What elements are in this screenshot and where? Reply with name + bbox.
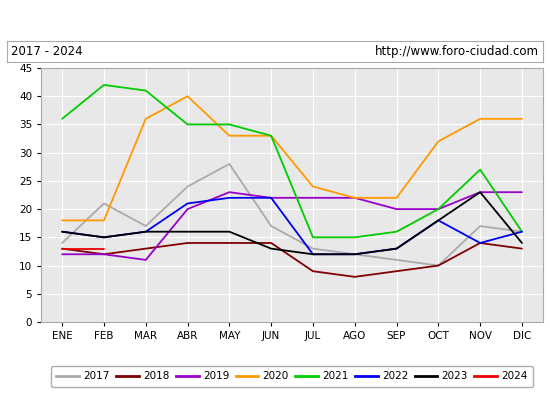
Legend: 2017, 2018, 2019, 2020, 2021, 2022, 2023, 2024: 2017, 2018, 2019, 2020, 2021, 2022, 2023… bbox=[51, 366, 533, 387]
Text: http://www.foro-ciudad.com: http://www.foro-ciudad.com bbox=[375, 45, 539, 58]
Text: 2017 - 2024: 2017 - 2024 bbox=[11, 45, 82, 58]
Text: Evolucion del paro registrado en Castejón de Sos: Evolucion del paro registrado en Castejó… bbox=[95, 15, 455, 31]
